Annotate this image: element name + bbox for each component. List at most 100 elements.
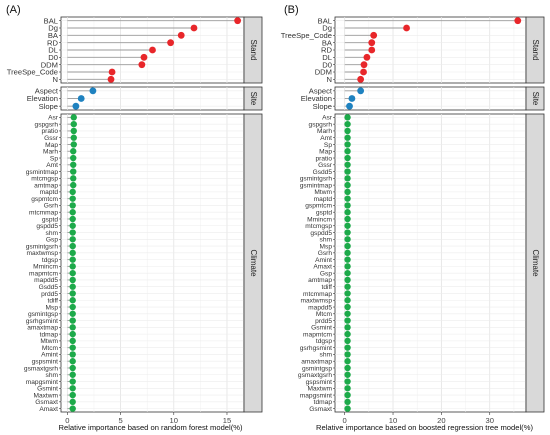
data-point-climate: [344, 161, 351, 168]
y-tick-label: Asr: [48, 115, 59, 122]
y-tick-label: Gssr: [318, 162, 333, 169]
data-point-climate: [344, 114, 351, 121]
data-point-climate: [69, 276, 76, 284]
data-point-climate: [69, 358, 76, 365]
facet-strip-label: Climate: [531, 249, 540, 277]
data-point-climate: [69, 188, 76, 196]
y-tick-label: DL: [48, 46, 58, 55]
facet-strip: [525, 16, 545, 84]
data-point-climate: [344, 310, 351, 317]
data-point-climate: [344, 222, 351, 229]
y-tick-label: Mtwm: [314, 189, 332, 196]
data-point-stand: [514, 17, 522, 25]
data-point-stand: [140, 53, 148, 61]
y-tick-label: Gsrh: [44, 203, 59, 210]
data-point-climate: [344, 303, 351, 311]
data-point-climate: [70, 175, 77, 182]
data-point-site: [348, 95, 356, 102]
data-point-climate: [344, 405, 351, 412]
data-point-climate: [69, 344, 76, 351]
y-tick-label: amaxtmap: [301, 359, 332, 366]
y-tick-label: prdd5: [41, 291, 58, 298]
data-point-stand: [190, 24, 198, 32]
y-tick-label: gsmintmap: [300, 182, 333, 189]
y-tick-label: gspmtcm: [31, 196, 58, 203]
y-tick-label: gspsmint: [306, 379, 333, 386]
y-tick-label: DL: [322, 53, 332, 62]
x-tick-label: 15: [223, 416, 231, 425]
y-tick-label: Amint: [41, 352, 58, 359]
y-tick-label: gsmintgsrh: [26, 243, 59, 250]
data-point-stand: [149, 46, 156, 54]
y-tick-label: shm: [320, 352, 333, 359]
y-tick-label: Map: [319, 149, 332, 156]
data-point-climate: [69, 371, 76, 378]
data-point-climate: [69, 236, 76, 243]
y-tick-label: tdmap: [314, 399, 333, 406]
y-tick-label: tdiff: [47, 298, 58, 305]
data-point-climate: [344, 297, 351, 304]
data-point-climate: [69, 351, 76, 358]
facet-strip: [525, 86, 545, 111]
data-point-climate: [344, 283, 351, 290]
data-point-site: [346, 102, 353, 110]
x-tick-label: 0: [65, 416, 69, 425]
y-tick-label: mapdd5: [34, 277, 58, 284]
y-tick-label: maptd: [314, 196, 333, 203]
data-point-climate: [69, 310, 76, 317]
data-point-stand: [403, 24, 410, 32]
x-tick-label: 30: [486, 416, 494, 425]
y-tick-label: gspgsrh: [309, 121, 333, 128]
y-tick-label: gspdd5: [36, 223, 58, 230]
y-tick-label: Amt: [320, 135, 332, 142]
data-point-climate: [69, 242, 76, 250]
facet-strip-label: Site: [249, 92, 258, 106]
data-point-climate: [344, 351, 351, 358]
y-tick-label: RD: [47, 38, 58, 47]
y-tick-label: Elevation: [27, 94, 58, 103]
y-tick-label: Amt: [46, 162, 58, 169]
data-point-climate: [69, 263, 76, 270]
data-point-climate: [344, 120, 351, 128]
y-tick-label: gspgsrh: [35, 121, 59, 128]
panel-climate: AsrgspgsrhMarhAmtSpMappratioGssrGsdd5gsm…: [298, 113, 545, 413]
y-tick-label: gsmintgsrh: [300, 176, 333, 183]
data-point-climate: [70, 127, 77, 135]
data-point-climate: [344, 344, 351, 351]
y-tick-label: gsmintgsp: [302, 365, 332, 372]
data-point-climate: [344, 202, 351, 209]
y-tick-label: N: [327, 75, 332, 84]
data-point-climate: [344, 269, 351, 277]
y-tick-label: Gsmint: [311, 325, 332, 332]
data-point-climate: [344, 181, 351, 189]
data-point-climate: [69, 324, 76, 331]
y-tick-label: mapdd5: [308, 304, 332, 311]
data-point-climate: [69, 297, 76, 304]
data-point-climate: [344, 175, 351, 182]
y-tick-label: maxtwmsp: [300, 298, 332, 305]
y-tick-label: amtmap: [34, 182, 58, 189]
data-point-site: [89, 87, 97, 95]
y-tick-label: tdiff: [321, 284, 332, 291]
data-point-climate: [344, 358, 351, 365]
data-point-stand: [360, 61, 368, 69]
data-point-climate: [344, 141, 351, 148]
facet-strip-label: Site: [531, 92, 540, 106]
data-point-climate: [69, 317, 76, 324]
data-point-climate: [70, 114, 77, 121]
data-point-climate: [69, 215, 76, 223]
data-point-stand: [370, 31, 378, 39]
y-tick-label: BA: [48, 31, 59, 40]
data-point-stand: [107, 75, 115, 83]
y-tick-label: Aspect: [309, 86, 333, 95]
data-point-climate: [70, 120, 77, 128]
data-point-climate: [69, 222, 76, 229]
data-point-stand: [360, 68, 367, 76]
y-tick-label: Slope: [313, 102, 332, 111]
y-tick-label: shm: [46, 230, 59, 237]
data-point-climate: [69, 364, 76, 372]
data-point-climate: [344, 154, 351, 162]
